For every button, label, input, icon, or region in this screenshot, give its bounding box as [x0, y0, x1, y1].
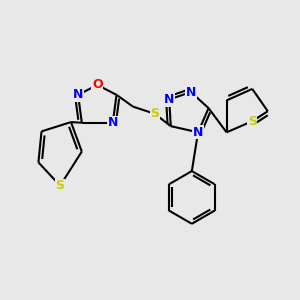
Text: N: N — [108, 116, 118, 129]
Text: N: N — [186, 85, 196, 98]
Text: S: S — [150, 107, 159, 120]
Text: N: N — [73, 88, 83, 101]
Text: O: O — [92, 78, 103, 92]
Text: N: N — [164, 93, 174, 106]
Text: N: N — [193, 126, 203, 139]
Text: S: S — [248, 115, 257, 128]
Text: S: S — [56, 179, 64, 192]
